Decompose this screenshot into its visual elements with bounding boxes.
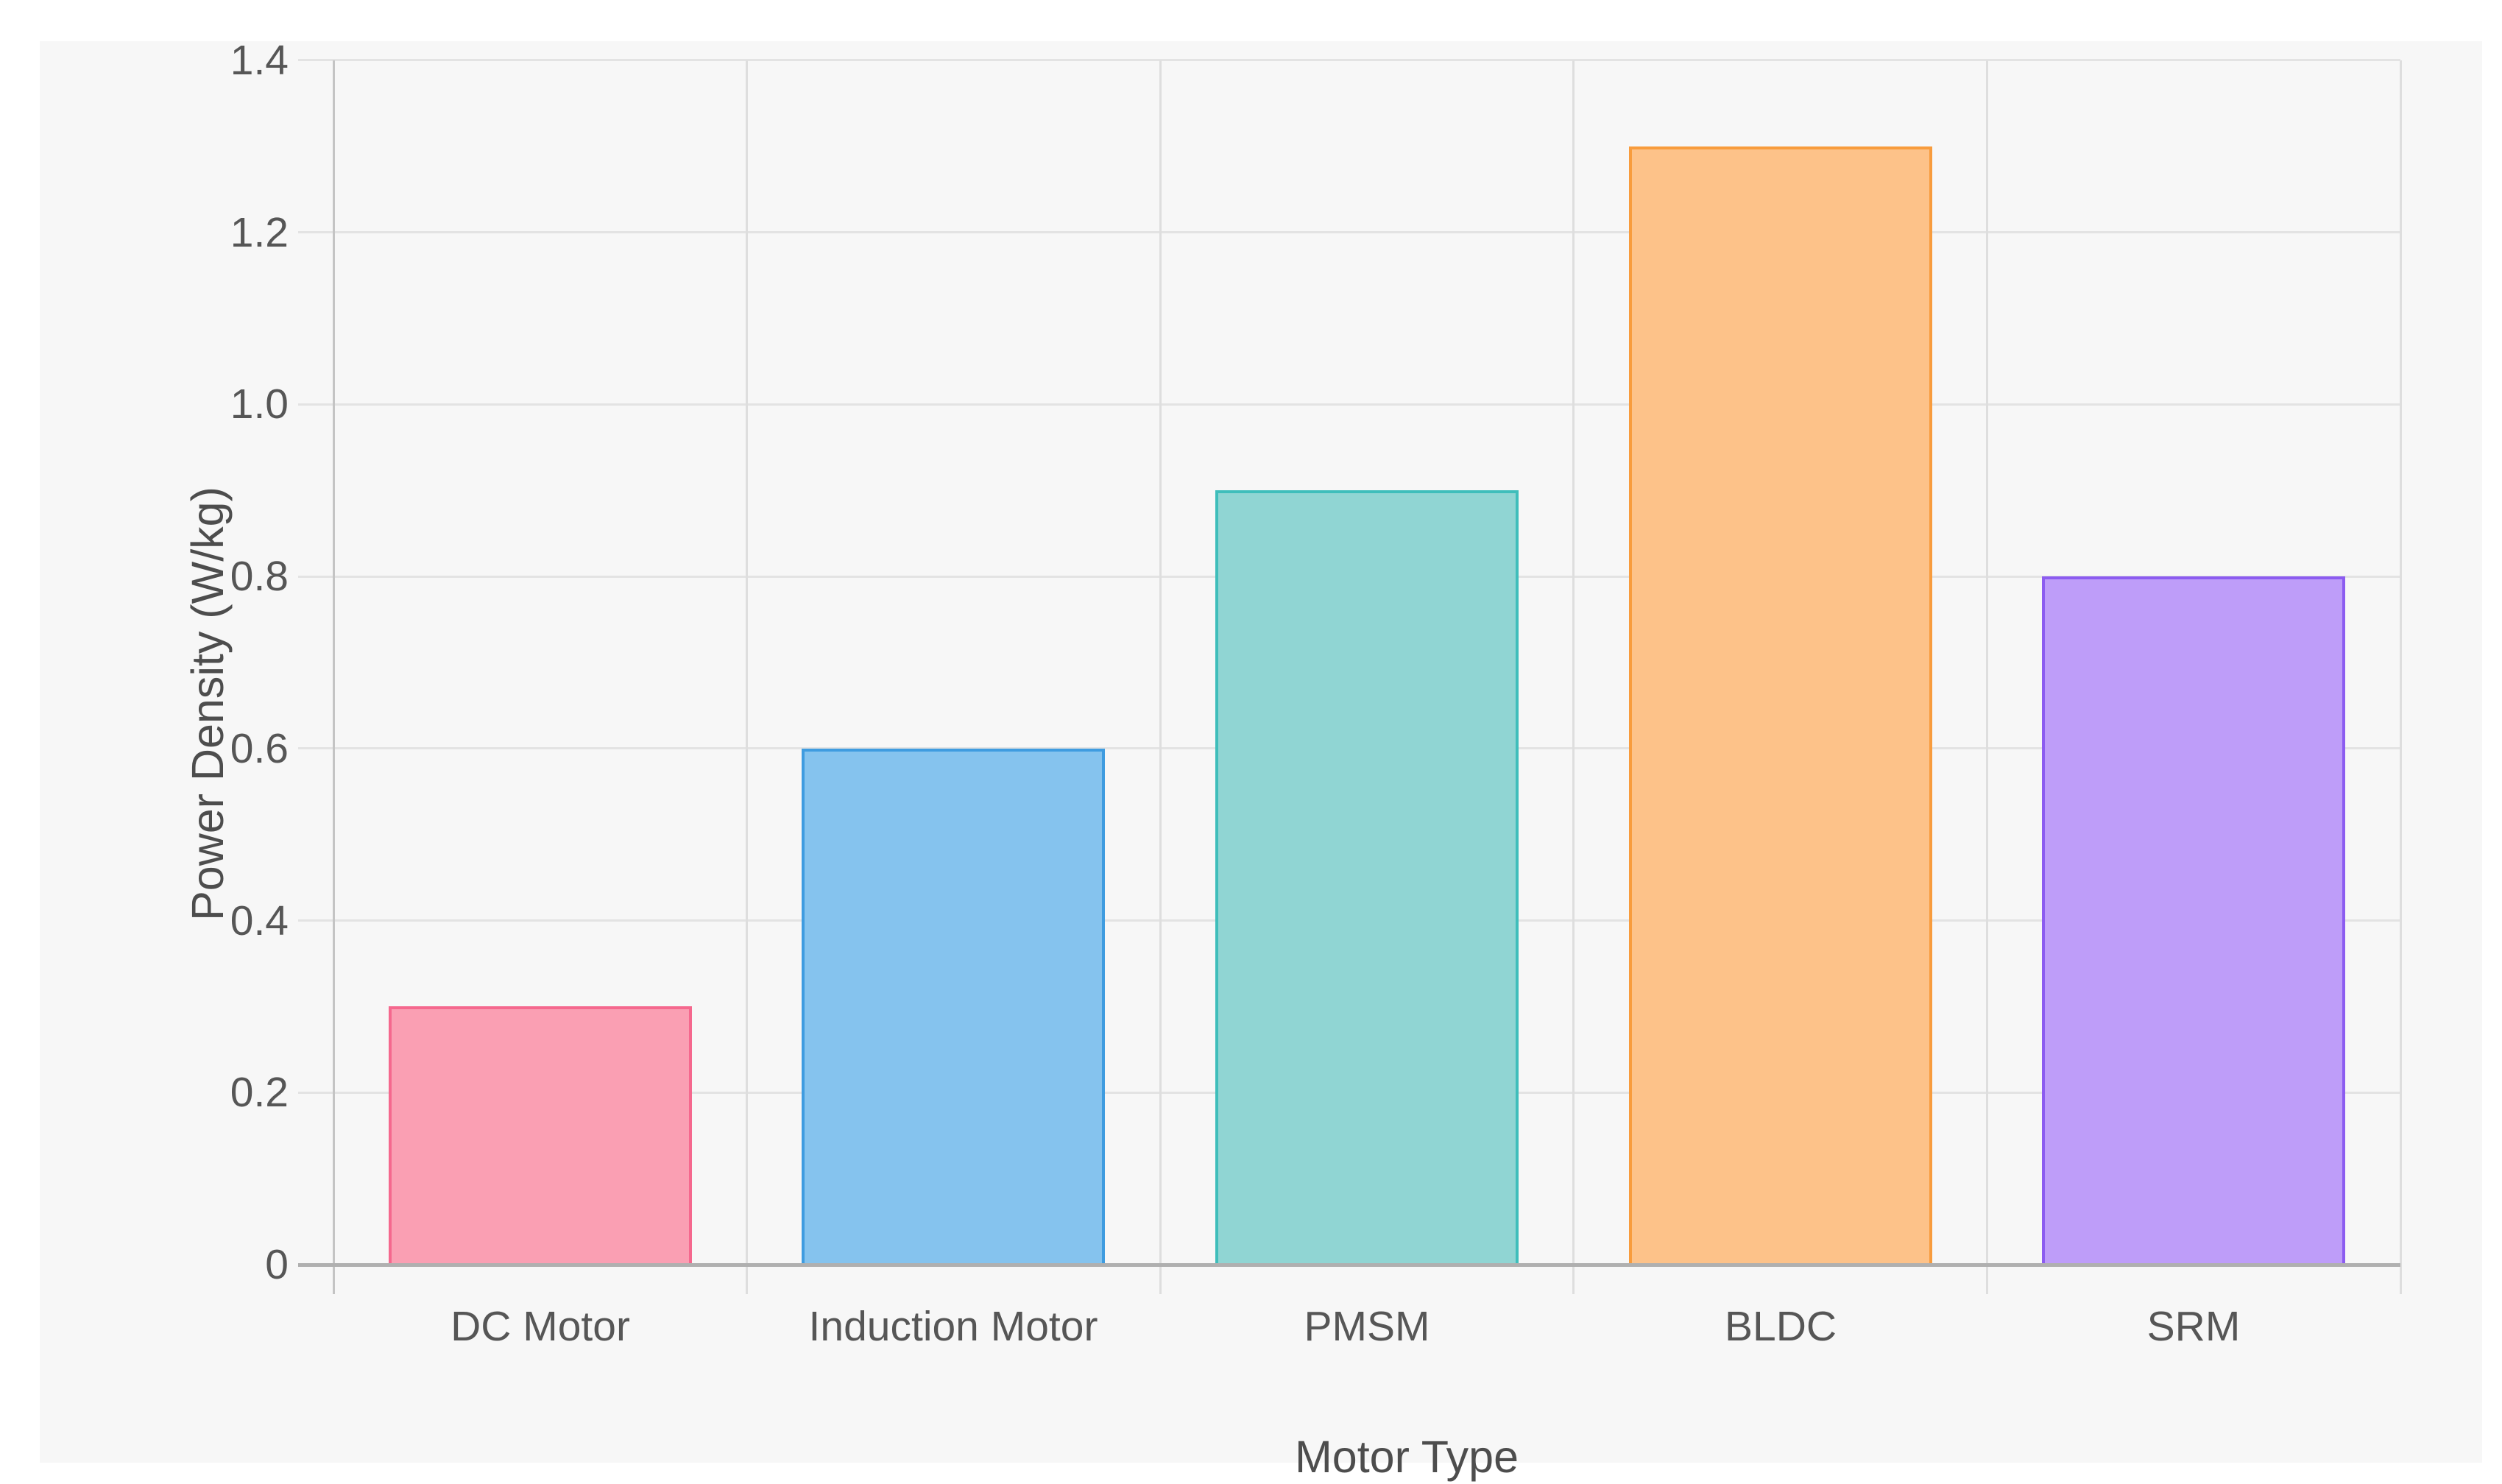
x-boundary-gridline-3 <box>1572 60 1575 1294</box>
chart-canvas: 0 0.2 0.4 0.6 0.8 1.0 1.2 1.4 DC Motor Induction … <box>40 37 2482 1482</box>
bar-pmsm[interactable] <box>1215 490 1519 1265</box>
x-category-label-induction-motor: Induction Motor <box>808 1303 1098 1350</box>
y-axis-line <box>333 60 335 1294</box>
y-tick-label-0.8: 0.8 <box>230 553 289 600</box>
x-category-label-pmsm: PMSM <box>1304 1303 1430 1350</box>
x-category-label-dc-motor: DC Motor <box>450 1303 630 1350</box>
x-boundary-gridline-5 <box>2400 60 2402 1294</box>
bar-bldc[interactable] <box>1629 146 1932 1265</box>
y-tick-label-0.2: 0.2 <box>230 1069 289 1116</box>
y-tick-label-0.6: 0.6 <box>230 725 289 772</box>
x-category-label-bldc: BLDC <box>1724 1303 1837 1350</box>
x-axis-title: Motor Type <box>1294 1432 1519 1482</box>
bar-srm[interactable] <box>2042 576 2345 1265</box>
y-gridline-1.2 <box>298 231 2400 233</box>
x-category-label-srm: SRM <box>2146 1303 2241 1350</box>
bar-induction-motor[interactable] <box>802 749 1105 1265</box>
x-boundary-gridline-1 <box>746 60 748 1294</box>
y-tick-label-1.0: 1.0 <box>230 381 289 428</box>
y-gridline-1.4 <box>298 59 2400 61</box>
bar-dc-motor[interactable] <box>389 1006 692 1265</box>
x-boundary-gridline-2 <box>1159 60 1162 1294</box>
y-axis-title: Power Density (W/kg) <box>183 487 233 921</box>
y-tick-label-0: 0 <box>265 1241 289 1288</box>
x-axis-baseline <box>298 1263 2400 1267</box>
y-tick-label-1.4: 1.4 <box>230 37 289 84</box>
y-tick-label-0.4: 0.4 <box>230 897 289 944</box>
y-tick-label-1.2: 1.2 <box>230 209 289 256</box>
x-boundary-gridline-4 <box>1986 60 1988 1294</box>
y-gridline-1.0 <box>298 403 2400 406</box>
